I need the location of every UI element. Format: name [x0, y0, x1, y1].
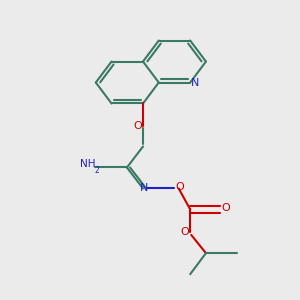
Text: O: O	[175, 182, 184, 192]
Text: 2: 2	[94, 167, 99, 176]
Text: N: N	[140, 184, 148, 194]
Text: NH: NH	[80, 159, 95, 169]
Text: O: O	[133, 121, 142, 130]
Text: O: O	[221, 203, 230, 213]
Text: N: N	[190, 77, 199, 88]
Text: O: O	[180, 227, 189, 237]
